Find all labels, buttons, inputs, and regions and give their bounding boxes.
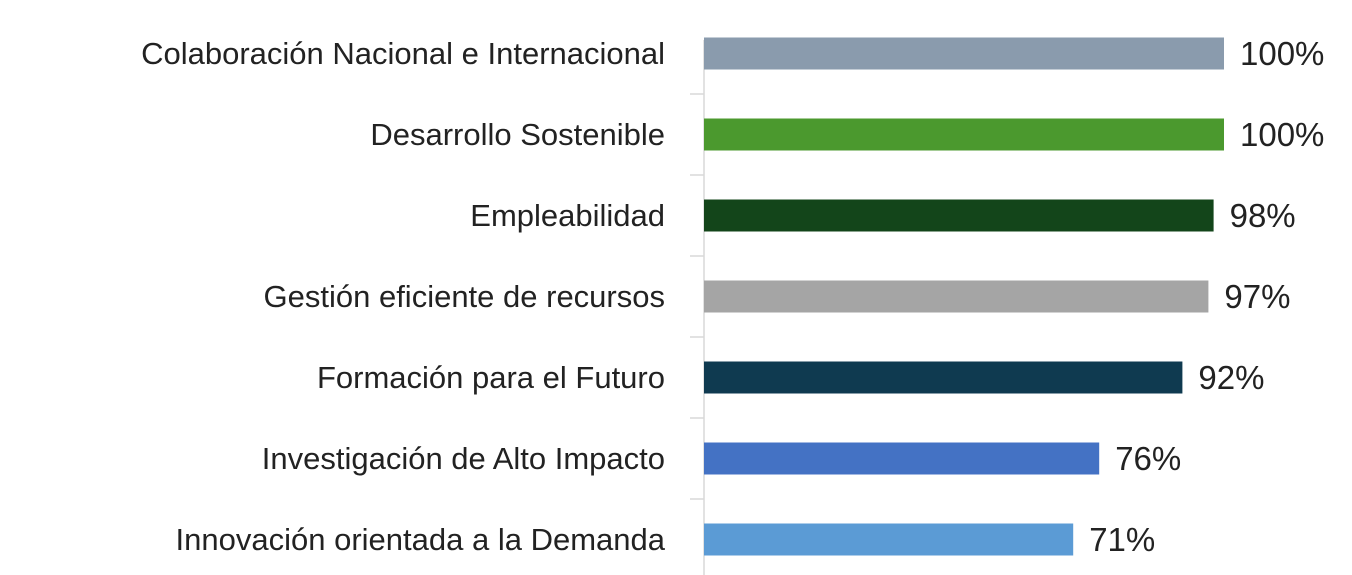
- value-label: 100%: [1240, 35, 1324, 72]
- category-label: Gestión eficiente de recursos: [264, 279, 666, 314]
- bar: [704, 361, 1183, 394]
- value-label: 97%: [1224, 278, 1290, 315]
- category-label: Investigación de Alto Impacto: [262, 441, 665, 476]
- category-label: Empleabilidad: [470, 198, 665, 233]
- category-label: Desarrollo Sostenible: [370, 117, 665, 152]
- value-label: 98%: [1230, 197, 1296, 234]
- category-label: Formación para el Futuro: [317, 360, 665, 395]
- bar: [704, 199, 1214, 232]
- bar: [704, 523, 1074, 556]
- value-label: 76%: [1115, 440, 1181, 477]
- category-label: Innovación orientada a la Demanda: [176, 522, 666, 557]
- bar: [704, 280, 1209, 313]
- bar: [704, 442, 1100, 475]
- value-label: 71%: [1089, 521, 1155, 558]
- bar: [704, 118, 1224, 151]
- value-label: 100%: [1240, 116, 1324, 153]
- bar: [704, 37, 1224, 70]
- value-label: 92%: [1198, 359, 1264, 396]
- category-label: Colaboración Nacional e Internacional: [141, 36, 665, 71]
